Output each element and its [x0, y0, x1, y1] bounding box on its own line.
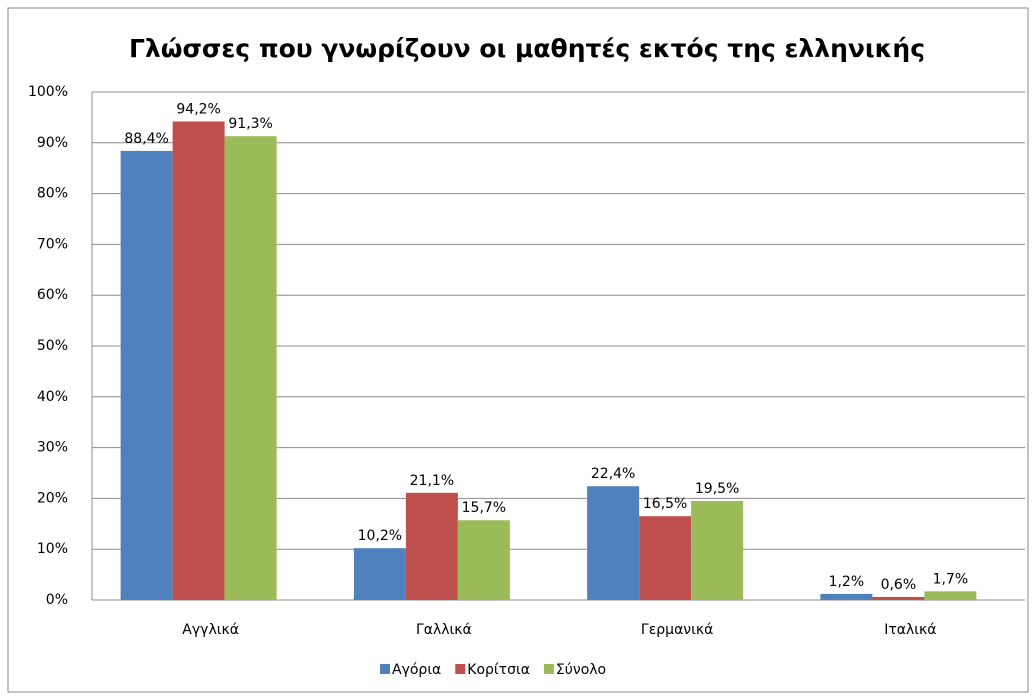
x-tick-label: Ιταλικά: [884, 622, 936, 638]
bar: [639, 516, 692, 600]
y-tick-label: 60%: [37, 287, 68, 303]
y-tick-label: 90%: [37, 135, 68, 151]
bar: [691, 500, 744, 600]
y-tick-label: 50%: [37, 338, 68, 354]
legend-swatch: [543, 664, 554, 674]
bar: [820, 593, 873, 600]
bar: [924, 591, 977, 600]
bar: [172, 121, 225, 601]
y-tick-label: 70%: [37, 236, 68, 252]
data-label: 22,4%: [591, 466, 635, 482]
data-label: 16,5%: [643, 496, 687, 512]
data-label: 1,7%: [933, 571, 969, 587]
bar: [120, 150, 173, 601]
legend-label: Αγόρια: [392, 662, 441, 678]
legend-swatch: [380, 664, 390, 674]
data-label: 88,4%: [124, 131, 168, 147]
data-label: 19,5%: [695, 481, 739, 497]
y-tick-label: 80%: [37, 186, 68, 202]
data-label: 21,1%: [410, 473, 454, 489]
bar: [224, 136, 277, 601]
bar: [457, 520, 510, 600]
y-tick-label: 30%: [37, 440, 68, 456]
legend-label: Κορίτσια: [467, 662, 530, 678]
y-tick-label: 10%: [37, 541, 68, 557]
x-tick-label: Γαλλικά: [416, 622, 472, 638]
y-tick-label: 20%: [37, 490, 68, 506]
x-tick-label: Αγγλικά: [182, 622, 239, 638]
data-label: 94,2%: [176, 101, 220, 117]
x-tick-label: Γερμανικά: [641, 622, 713, 638]
legend-label: Σύνολο: [556, 662, 606, 678]
bar: [405, 492, 458, 600]
data-label: 10,2%: [358, 528, 402, 544]
y-tick-label: 0%: [46, 592, 68, 608]
bar: [353, 548, 406, 600]
bar: [587, 486, 640, 600]
y-tick-label: 100%: [28, 84, 68, 100]
legend-swatch: [455, 664, 466, 674]
bar: [872, 596, 925, 600]
data-label: 1,2%: [829, 574, 865, 590]
y-tick-label: 40%: [37, 389, 68, 405]
data-label: 0,6%: [881, 577, 917, 593]
data-label: 91,3%: [228, 116, 272, 132]
chart-title: Γλώσσες που γνωρίζουν οι μαθητές εκτός τ…: [129, 34, 925, 63]
data-label: 15,7%: [462, 500, 506, 516]
